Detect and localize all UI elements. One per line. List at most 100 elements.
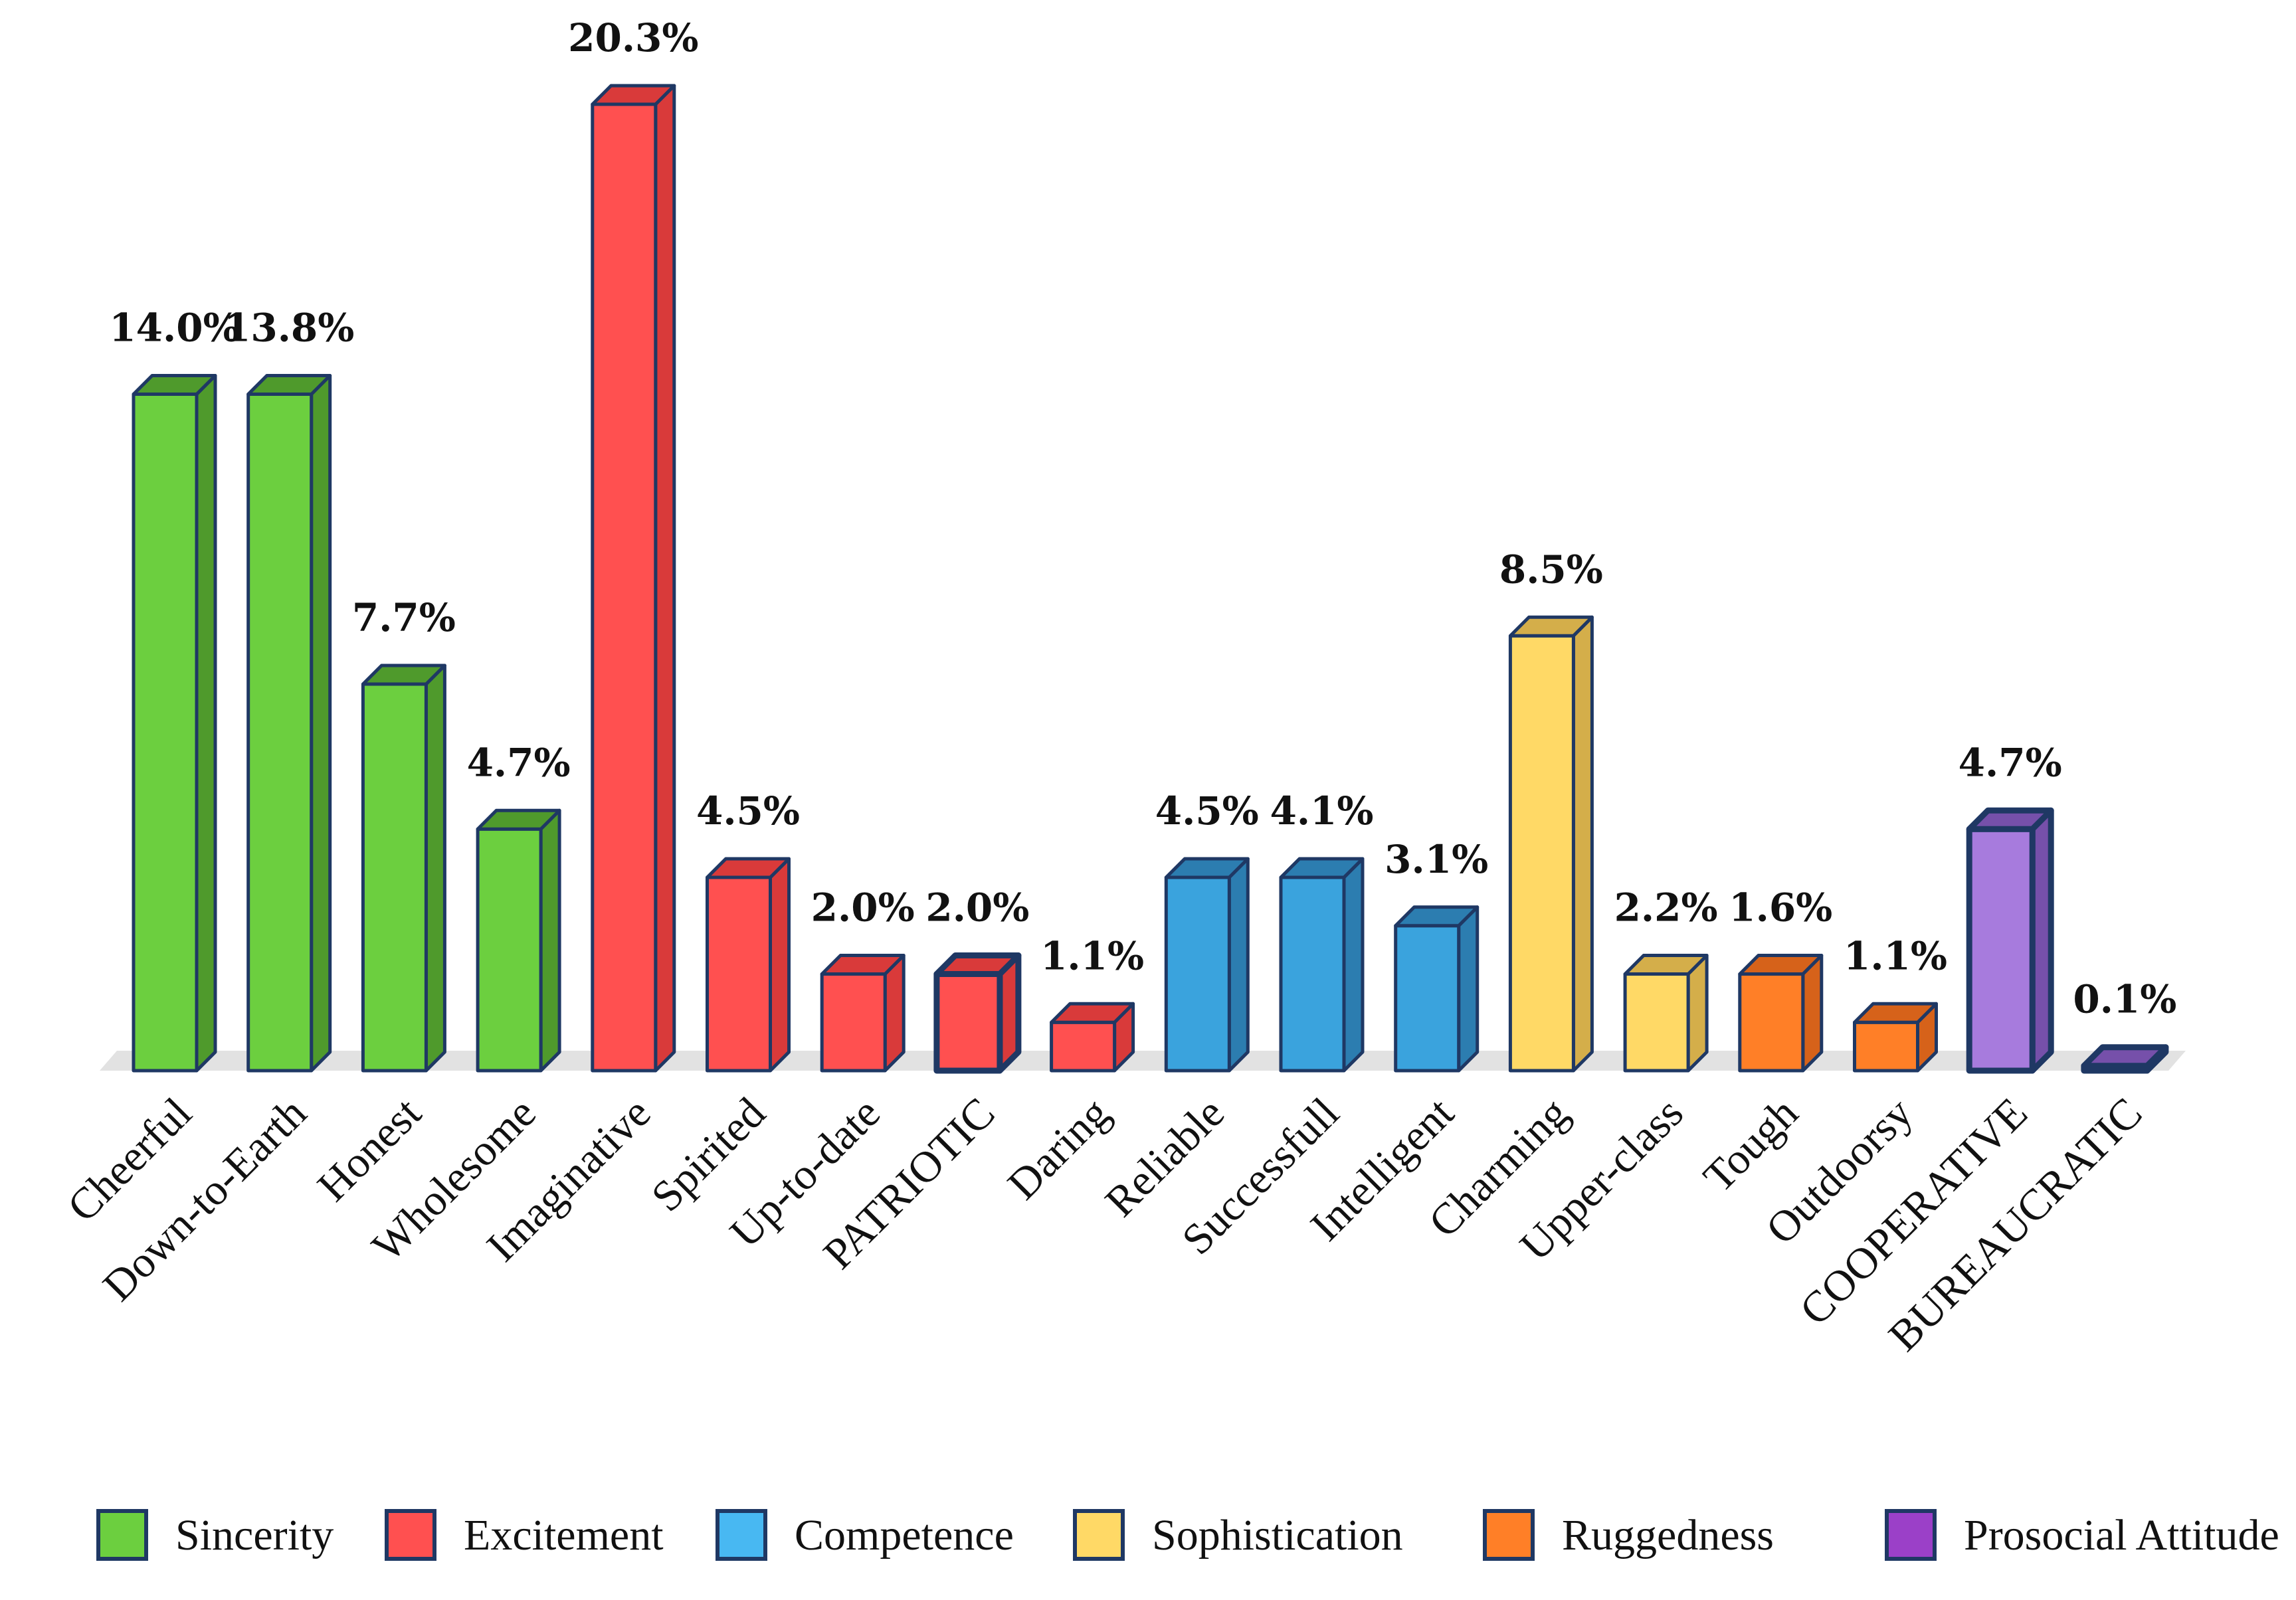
category-label-tough: Tough [1694,1089,1807,1201]
value-label-down-to-earth: 13.8% [224,306,354,351]
bar-down-to-earth [246,374,332,1073]
bar-spirited-front [706,875,772,1073]
category-label-down-to-earth: Down-to-Earth [94,1089,316,1310]
legend-swatch-sophistication [1073,1509,1125,1561]
bar-outdoorsy-front [1853,1020,1919,1073]
bar-successfull-top [1279,857,1365,879]
bar-charming [1508,615,1594,1073]
bar-bureaucratic [2081,1044,2169,1074]
bar-outdoorsy-top [1853,1002,1938,1024]
legend-swatch-competence [716,1509,767,1561]
bar-bureaucratic-top [2081,1044,2169,1069]
bar-cheerful-side [195,374,217,1073]
bar-imaginative-side [654,84,676,1073]
bar-spirited [706,857,791,1073]
bar-cooperative-top [1966,807,2054,832]
value-labels-group: 14.0%13.8%7.7%4.7%20.3%4.5%2.0% 2.0%1.1%4… [109,15,2176,1022]
bars-group [132,84,2169,1074]
legend-swatch-excitement [385,1509,436,1561]
legend-label-ruggedness: Ruggedness [1562,1511,1774,1559]
legend-item-sincerity: Sincerity [96,1509,334,1561]
bar-intelligent-side [1457,905,1480,1073]
legend-swatch-ruggedness [1483,1509,1535,1561]
bar-cheerful-front [132,393,199,1073]
bar-daring-top [1050,1002,1135,1024]
legend-label-excitement: Excitement [464,1511,664,1559]
legend-label-competence: Competence [795,1511,1014,1559]
bar-reliable-side [1227,857,1250,1073]
bar-up-to-date-front [820,972,887,1073]
bar-daring [1050,1002,1135,1073]
legend-swatch-prosocial-attitude [1885,1509,1937,1561]
value-label-patriotic: 2.0% [925,885,1029,931]
bar-wholesome [476,808,561,1073]
bar-imaginative [591,84,676,1073]
bar-down-to-earth-side [310,374,332,1073]
bar-patriotic-front [933,971,1003,1074]
legend-label-prosocial-attitude: Prosocial Attitude [1964,1511,2279,1559]
legend-item-competence: Competence [716,1509,1014,1561]
bar-honest-top [361,664,446,686]
bar-down-to-earth-top [246,374,332,396]
bar-upper-class-top [1623,954,1709,976]
value-label-honest: 7.7% [352,595,456,640]
value-label-daring: 1.1% [1040,933,1144,978]
bar-outdoorsy [1853,1002,1938,1073]
bar-down-to-earth-front [246,393,314,1073]
bar-imaginative-top [591,84,676,106]
bar-spirited-side [769,857,791,1073]
bar-charming-top [1508,615,1594,638]
bar-cheerful-top [132,374,217,396]
bar-honest-side [424,664,446,1073]
bar-successfull [1279,857,1365,1073]
value-label-cooperative: 4.7% [1959,740,2062,785]
legend-swatch-sincerity [96,1509,148,1561]
value-label-spirited: 4.5% [696,788,800,834]
bar-honest-front [361,682,428,1073]
legend-item-ruggedness: Ruggedness [1483,1509,1774,1561]
legend-item-prosocial-attitude: Prosocial Attitude [1885,1509,2279,1561]
bar-wholesome-front [476,827,543,1073]
value-label-outdoorsy: 1.1% [1844,933,1947,978]
value-label-wholesome: 4.7% [467,740,571,785]
value-label-upper-class: 2.2% [1614,885,1718,931]
bar-patriotic-top [933,952,1022,977]
bar-charming-side [1571,615,1594,1073]
bar-successfull-front [1279,875,1346,1073]
legend-label-sincerity: Sincerity [175,1511,334,1559]
bar-intelligent-top [1394,905,1480,928]
bar-honest [361,664,446,1073]
value-label-bureaucratic: 0.1% [2073,977,2176,1022]
bar-intelligent [1394,905,1480,1073]
bar-wholesome-side [539,808,561,1073]
legend: Sincerity Excitement Competence Sophisticat… [96,1509,2279,1561]
bar-tough [1738,954,1824,1073]
bar-tough-front [1738,972,1805,1073]
value-label-cheerful: 14.0% [109,306,239,351]
bar-spirited-top [706,857,791,879]
category-labels-group: CheerfulDown-to-EarthHonestWholesomeImag… [58,1089,2152,1360]
legend-label-sophistication: Sophistication [1152,1511,1403,1559]
bar-upper-class [1623,954,1709,1073]
bar-cooperative [1966,807,2054,1074]
bar-reliable-top [1164,857,1250,879]
legend-item-excitement: Excitement [385,1509,664,1561]
bar-reliable [1164,857,1250,1073]
value-label-tough: 1.6% [1729,885,1832,931]
bar-daring-front [1050,1020,1117,1073]
bar-cheerful [132,374,217,1073]
bar-intelligent-front [1394,924,1461,1073]
value-label-imaginative: 20.3% [568,15,698,60]
bar-up-to-date [820,954,906,1073]
bar-wholesome-top [476,808,561,831]
bar-reliable-front [1164,875,1231,1073]
bar-cooperative-front [1966,826,2036,1074]
bar-patriotic [933,952,1022,1074]
bar-up-to-date-top [820,954,906,976]
value-label-up-to-date: 2.0% [811,885,915,931]
value-label-successfull: 4.1% [1270,788,1373,834]
bar-successfull-side [1342,857,1365,1073]
value-label-intelligent: 3.1% [1385,837,1488,882]
bar-charming-front [1508,634,1575,1073]
